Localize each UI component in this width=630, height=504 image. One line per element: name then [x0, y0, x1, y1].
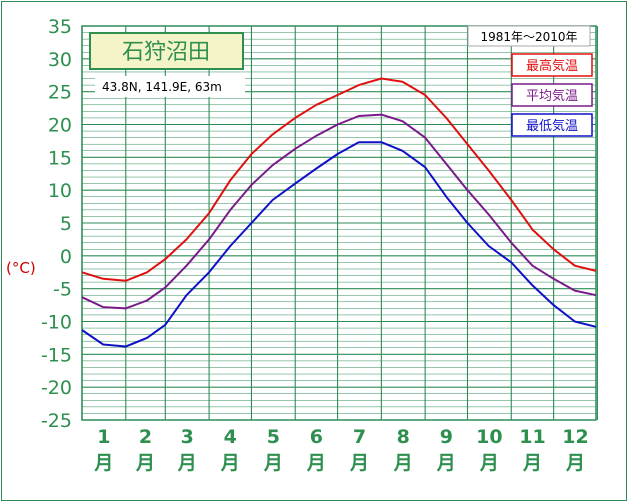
- period-text: 1981年〜2010年: [480, 30, 577, 44]
- x-tick-label: 4: [224, 426, 237, 448]
- legend-box: [511, 53, 593, 77]
- y-axis-ticks: 35 30 25 20 15 10 5 0 -5 -10 -15 -20 -25: [41, 16, 72, 432]
- x-tick-label: 11: [519, 426, 545, 448]
- x-tick-label: 3: [181, 426, 194, 448]
- x-tick-suffix: 月: [177, 452, 197, 474]
- x-tick-label: 12: [562, 426, 588, 448]
- series-lines: [81, 77, 597, 348]
- station-box: [89, 32, 244, 70]
- y-tick-label: -25: [41, 410, 72, 432]
- series-line: [81, 141, 597, 348]
- x-tick-label: 5: [267, 426, 280, 448]
- y-tick-label: 20: [48, 115, 72, 137]
- x-tick-suffix: 月: [93, 452, 113, 474]
- x-tick-label: 9: [440, 426, 453, 448]
- x-tick-suffix: 月: [263, 452, 283, 474]
- legend-label: 平均気温: [526, 88, 578, 104]
- y-tick-label: -20: [41, 377, 72, 399]
- legend-label: 最高気温: [526, 58, 578, 74]
- x-tick-label: 1: [97, 426, 110, 448]
- y-tick-label: -10: [41, 312, 72, 334]
- y-tick-label: 30: [48, 49, 72, 71]
- y-axis-unit: (°C): [6, 259, 36, 277]
- y-tick-label: -15: [41, 344, 72, 366]
- series-line: [81, 77, 597, 282]
- station-title: 石狩沼田: [122, 40, 210, 65]
- y-tick-label: 15: [48, 147, 72, 169]
- x-tick-label: 2: [139, 426, 152, 448]
- y-tick-label: 5: [60, 213, 72, 235]
- x-tick-suffix: 月: [436, 452, 456, 474]
- x-tick-suffix: 月: [565, 452, 585, 474]
- y-tick-label: 10: [48, 180, 72, 202]
- x-tick-suffix: 月: [393, 452, 413, 474]
- location-text: 43.8N, 141.9E, 63m: [102, 80, 222, 94]
- legend-box: [511, 113, 593, 137]
- y-tick-label: 0: [60, 246, 72, 268]
- location-box: [95, 76, 245, 97]
- series-line: [81, 113, 597, 310]
- x-tick-suffix: 月: [349, 452, 369, 474]
- x-tick-suffix: 月: [522, 452, 542, 474]
- x-tick-label: 7: [353, 426, 366, 448]
- x-tick-suffix: 月: [135, 452, 155, 474]
- x-tick-label: 8: [397, 426, 410, 448]
- x-tick-suffix: 月: [220, 452, 240, 474]
- legend-box: [511, 83, 593, 107]
- x-tick-suffix: 月: [306, 452, 326, 474]
- y-tick-label: 25: [48, 82, 72, 104]
- x-axis-ticks: 1 月 2 月 3 月 4 月 5 月 6 月 7 月 8 月 9 月 10 月 11 月 12 月: [93, 426, 588, 474]
- x-tick-suffix: 月: [479, 452, 499, 474]
- grid: [81, 25, 598, 421]
- legend-label: 最低気温: [526, 118, 578, 134]
- y-tick-label: -5: [53, 279, 72, 301]
- x-tick-label: 6: [310, 426, 323, 448]
- period-box: [467, 25, 591, 47]
- x-tick-label: 10: [476, 426, 502, 448]
- y-tick-label: 35: [48, 16, 72, 38]
